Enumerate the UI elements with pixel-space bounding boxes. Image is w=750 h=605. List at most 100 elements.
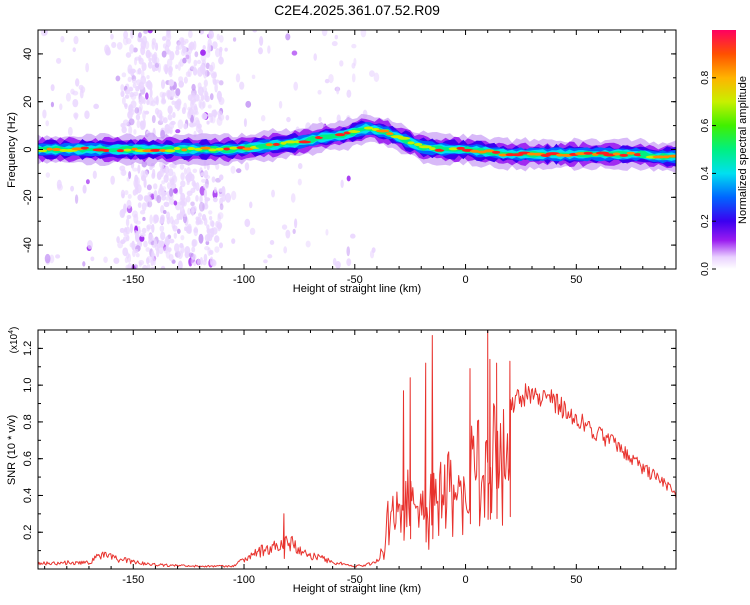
spectrogram-noise-cell [209,93,214,101]
spectrogram-x-tick-label: -150 [122,274,144,286]
spectrogram-noise-cell [194,110,199,116]
spectrogram-panel: -150 -100 -50 0 50 -40 -20 0 20 40 Height of str… [6,29,677,295]
spectrogram-peak-cell [456,146,465,150]
spectrogram-noise-cell [151,114,156,124]
spectrogram-noise-cell [163,201,170,208]
spectrogram-x-tick-label: -100 [233,274,255,286]
spectrogram-noise-cell [105,46,111,55]
spectrogram-noise-cell [174,218,180,225]
spectrogram-noise-cell [179,200,186,206]
spectrogram-noise-cell [200,53,207,62]
spectrogram-noise-cell [313,53,317,61]
spectrogram-noise-cell [207,43,212,54]
spectrogram-noise-cell [133,129,137,135]
spectrogram-noise-cell [126,214,132,220]
spectrogram-noise-cell [50,101,55,108]
spectrogram-noise-cell [218,56,224,65]
spectrogram-noise-cell [146,79,152,90]
spectrogram-noise-cell [193,182,197,190]
spectrogram-noise-cell [204,92,209,98]
spectrogram-noise-cell [135,252,140,258]
spectrogram-noise-cell [67,126,73,136]
spectrogram-noise-cell [155,95,159,106]
spectrogram-peak-cell [434,148,445,152]
spectrogram-noise-cell [339,60,344,67]
spectrogram-peak-cell [298,140,311,144]
spectrogram-noise-cell [179,163,185,170]
spectrogram-noise-cell [151,223,155,233]
spectrogram-peak-cell [375,129,390,133]
spectrogram-peak-cell [334,133,346,137]
spectrogram-noise-cell [136,79,142,86]
spectrogram-noise-cell [193,226,199,237]
snr-y-tick-label: 1.2 [22,341,34,356]
spectrogram-noise-cell [141,62,147,72]
spectrogram-noise-cell [206,224,210,230]
spectrogram-noise-cell [131,79,137,84]
spectrogram-noise-cell [178,76,184,83]
spectrogram-noise-cell [173,200,178,206]
spectrogram-noise-cell [340,179,344,189]
spectrogram-noise-cell [259,36,264,46]
spectrogram-noise-cell [74,194,79,204]
spectrogram-peak-cell [181,148,188,152]
spectrogram-noise-cell [146,225,150,232]
spectrogram-noise-cell [132,82,137,89]
spectrogram-noise-cell [132,167,138,172]
colorbar-tick-label: 0.0 [700,262,711,276]
spectrogram-noise-cell [198,201,205,212]
spectrogram-noise-cell [123,205,127,214]
spectrogram-noise-cell [198,212,202,218]
spectrogram-noise-cell [170,89,175,98]
spectrogram-noise-cell [351,43,357,49]
spectrogram-noise-cell [157,188,164,196]
spectrogram-peak-cell [208,148,217,152]
spectrogram-noise-cell [116,42,123,50]
spectrogram-noise-cell [244,162,250,171]
spectrogram-noise-cell [215,79,220,84]
spectrogram-peak-cell [407,141,415,145]
spectrogram-noise-cell [134,248,139,254]
snr-x-axis: -150 -100 -50 0 50 [44,330,666,586]
spectrogram-noise-cell [82,261,86,267]
spectrogram-noise-cell [271,189,275,198]
spectrogram-noise-cell [166,30,172,39]
spectrogram-noise-cell [103,256,108,263]
spectrogram-peak-cell [414,142,423,146]
spectrogram-noise-cell [126,199,132,209]
spectrogram-peak-cell [123,148,132,152]
snr-y-scale-exponent: 4 [8,330,15,334]
spectrogram-noise-cell [239,81,245,90]
spectrogram-noise-cell [169,178,175,186]
spectrogram-noise-cell [292,228,296,235]
spectrogram-noise-cell [285,33,291,41]
spectrogram-noise-cell [175,88,181,97]
spectrogram-noise-cell [235,168,242,174]
spectrogram-noise-cell [192,67,198,76]
spectrogram-noise-cell [152,258,156,266]
spectrogram-noise-cell [149,88,153,98]
spectrogram-noise-cell [206,120,210,125]
spectrogram-noise-cell [130,100,137,109]
spectrogram-noise-cell [138,32,142,39]
spectrogram-noise-cell [205,62,210,70]
spectrogram-noise-cell [278,100,283,109]
spectrogram-noise-cell [169,71,173,78]
spectrogram-noise-cell [147,191,152,197]
spectrogram-noise-cell [154,62,160,68]
spectrogram-noise-cell [44,253,51,264]
spectrogram-noise-cell [159,219,164,225]
spectrogram-noise-cell [199,194,203,204]
spectrogram-noise-cell [116,236,120,244]
spectrogram-noise-cell [124,190,129,196]
spectrogram-noise-cell [156,194,162,204]
spectrogram-peak-cell [164,149,176,153]
spectrogram-peak-cell [223,147,231,151]
spectrogram-noise-cell [49,254,55,264]
spectrogram-noise-cell [224,47,228,52]
spectrogram-noise-cell [168,122,175,130]
spectrogram-peak-cell [626,151,636,155]
spectrogram-noise-cell [209,219,215,227]
